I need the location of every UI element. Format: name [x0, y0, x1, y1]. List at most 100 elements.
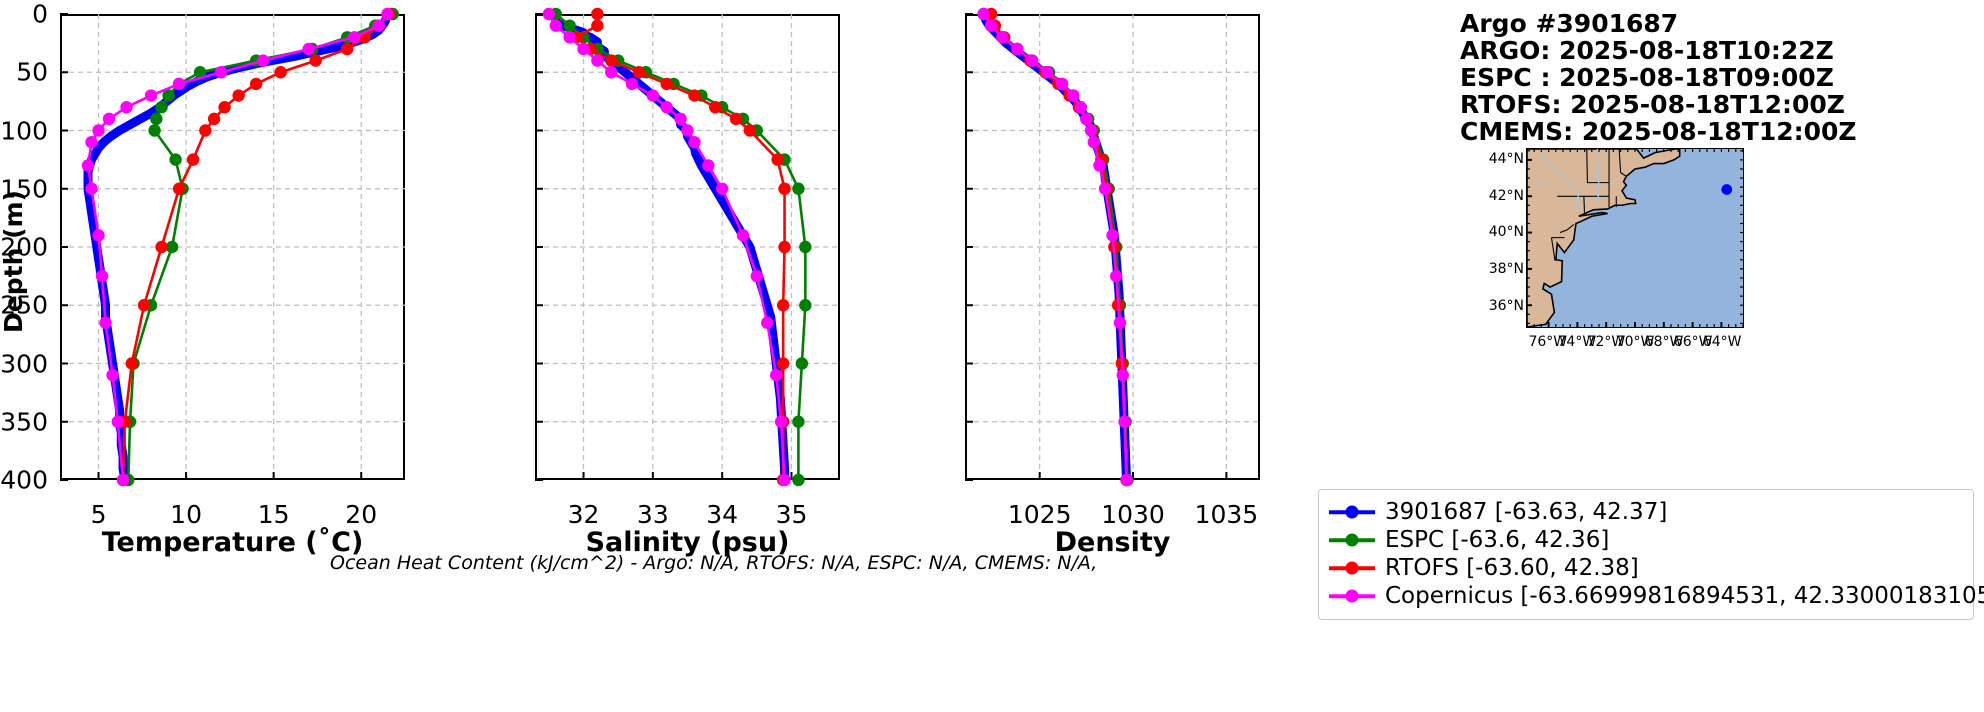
- map-svg: [1527, 149, 1743, 327]
- depth-tick-label: 150: [0, 174, 48, 204]
- data-point: [1087, 135, 1101, 149]
- data-point: [169, 153, 182, 166]
- map-lon-label: 72°W: [1586, 334, 1626, 350]
- series-line-3901687: [83, 15, 391, 485]
- data-point: [792, 182, 805, 195]
- data-point: [92, 124, 105, 137]
- data-point: [1118, 415, 1131, 428]
- data-point: [199, 124, 212, 137]
- data-point: [1120, 473, 1133, 487]
- state-border: [1618, 149, 1627, 177]
- data-point: [778, 240, 791, 254]
- line-marker-icon: [1329, 559, 1375, 577]
- data-point: [799, 299, 812, 312]
- series-line-copernicus: [86, 12, 389, 482]
- espc-time-line: ESPC : 2025-08-18T09:00Z: [1460, 63, 1834, 92]
- depth-axis: 0 50 100 150 200 250 300 350 400: [0, 0, 56, 495]
- data-point: [795, 357, 809, 370]
- line-marker-icon: [1329, 531, 1375, 549]
- legend-item[interactable]: ESPC [-63.6, 42.36]: [1329, 526, 1963, 554]
- argo-time-line: ARGO: 2025-08-18T10:22Z: [1460, 36, 1834, 65]
- data-point: [125, 357, 139, 370]
- map-lat-label: 40°N: [1488, 224, 1524, 241]
- float-info-block: Argo #3901687 ARGO: 2025-08-18T10:22Z ES…: [1460, 10, 1857, 145]
- data-point: [776, 357, 790, 370]
- line-marker-icon: [1329, 587, 1375, 605]
- data-point: [144, 89, 158, 102]
- depth-tick-label: 100: [0, 116, 48, 145]
- data-point: [625, 77, 639, 91]
- data-point: [172, 182, 186, 195]
- x-tick-label: 20: [345, 500, 378, 529]
- data-point: [1074, 101, 1087, 114]
- state-border: [1550, 237, 1556, 261]
- rtofs-time-line: RTOFS: 2025-08-18T12:00Z: [1460, 90, 1845, 119]
- data-point: [137, 299, 151, 312]
- map-lat-label: 42°N: [1488, 187, 1524, 204]
- legend: 3901687 [-63.63, 42.37] ESPC [-63.6, 42.3…: [1318, 489, 1984, 620]
- map-lat-label: 44°N: [1488, 151, 1524, 168]
- data-point: [256, 54, 270, 67]
- legend-label: 3901687 [-63.63, 42.37]: [1385, 499, 1668, 525]
- data-point: [750, 269, 764, 283]
- data-point: [150, 112, 163, 126]
- data-point: [99, 316, 112, 329]
- salinity-profile-panel: Salinity (psu) 32 33 34 35: [535, 7, 840, 558]
- depth-tick-label: 0: [32, 0, 48, 29]
- data-point: [120, 101, 133, 114]
- data-point: [102, 112, 116, 126]
- data-point: [743, 124, 757, 137]
- data-point: [155, 240, 168, 254]
- data-point: [776, 299, 790, 312]
- data-point: [95, 269, 109, 283]
- x-tick-label: 5: [90, 500, 107, 529]
- map-lon-label: 70°W: [1615, 334, 1655, 350]
- data-point: [563, 31, 576, 44]
- state-border: [1559, 223, 1575, 234]
- state-border: [1583, 196, 1586, 215]
- legend-item[interactable]: Copernicus [-63.66999816894531, 42.33000…: [1329, 582, 1984, 610]
- data-point: [274, 66, 287, 79]
- data-point: [774, 415, 788, 428]
- data-point: [116, 473, 130, 487]
- data-point: [591, 7, 604, 21]
- map-frame: [1526, 148, 1744, 328]
- data-point: [148, 124, 161, 137]
- legend-item[interactable]: 3901687 [-63.63, 42.37]: [1329, 498, 1963, 526]
- data-point: [81, 159, 95, 172]
- data-point: [591, 54, 604, 67]
- x-tick-label: 34: [706, 500, 739, 529]
- data-point: [688, 135, 701, 149]
- data-point: [799, 240, 812, 254]
- depth-tick-label: 300: [0, 349, 48, 378]
- temperature-profile-panel: Temperature (˚C) 5 10 15 20: [60, 7, 405, 558]
- legend-item[interactable]: RTOFS [-63.60, 42.38]: [1329, 554, 1963, 582]
- data-point: [193, 66, 207, 79]
- map-lon-label: 66°W: [1673, 334, 1713, 350]
- data-point: [709, 101, 722, 114]
- depth-tick-label: 200: [0, 232, 48, 262]
- depth-tick-label: 250: [0, 290, 48, 320]
- river: [1576, 185, 1580, 209]
- map-lat-label: 36°N: [1488, 297, 1524, 314]
- data-point: [348, 31, 361, 44]
- data-point: [214, 66, 228, 79]
- data-point: [372, 19, 385, 32]
- salinity-axis-title: Salinity (psu): [585, 527, 790, 558]
- x-tick-label: 15: [257, 500, 290, 529]
- data-point: [111, 415, 124, 428]
- data-point: [249, 77, 263, 91]
- data-point: [577, 42, 590, 56]
- argo-id-line: Argo #3901687: [1460, 9, 1679, 38]
- data-point: [155, 101, 168, 114]
- ocean-heat-content-note: Ocean Heat Content (kJ/cm^2) - Argo: N/A…: [330, 552, 1098, 574]
- data-point: [302, 42, 315, 56]
- data-point: [984, 19, 998, 32]
- data-point: [605, 54, 618, 67]
- data-point: [563, 19, 576, 32]
- data-point: [232, 89, 245, 102]
- data-point: [1011, 42, 1024, 56]
- river: [1540, 153, 1574, 190]
- map-lon-label: 64°W: [1702, 334, 1742, 350]
- temperature-axis-title: Temperature (˚C): [101, 527, 364, 558]
